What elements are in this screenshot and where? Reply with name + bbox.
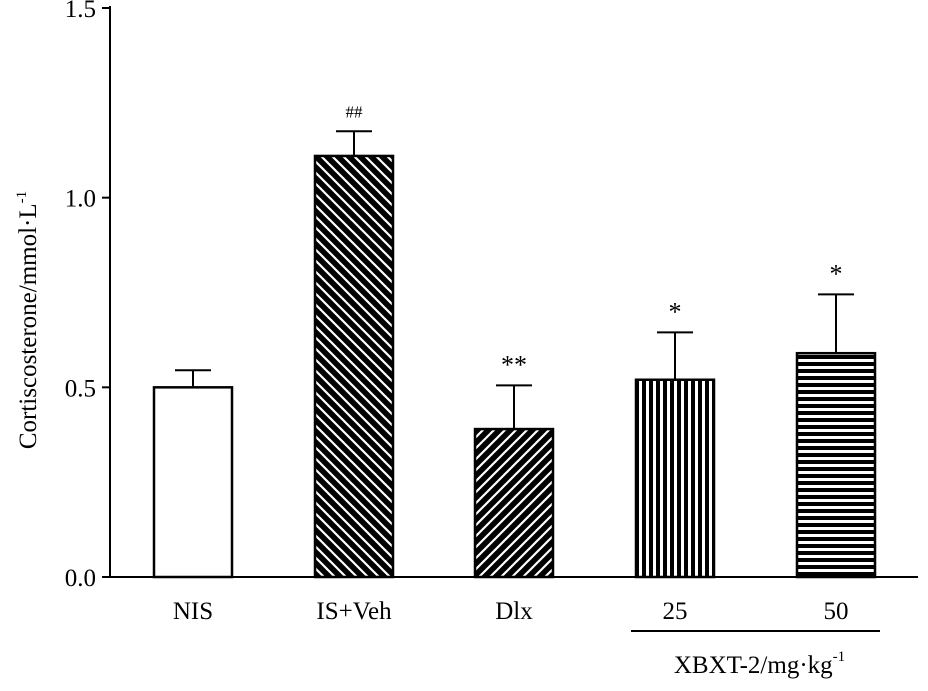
significance-label: ** <box>501 350 527 379</box>
y-axis-title-superscript: -1 <box>14 191 30 204</box>
y-tick-label: 0.5 <box>65 375 96 402</box>
bar-nis <box>152 386 234 579</box>
bar-is-veh <box>313 154 395 579</box>
bar-25 <box>634 378 716 579</box>
y-tick-label: 1.5 <box>65 0 96 23</box>
category-label: IS+Veh <box>316 598 392 625</box>
significance-label: * <box>669 297 682 326</box>
category-label: Dlx <box>495 598 533 625</box>
y-tick-label: 1.0 <box>65 186 96 213</box>
bars <box>152 130 877 579</box>
bar-50 <box>795 351 877 579</box>
significance-label: * <box>830 259 843 288</box>
labels: Cortiscosterone/mmol·L-1NIS##IS+Veh**Dlx… <box>14 102 880 679</box>
y-axis-title: Cortiscosterone/mmol·L-1 <box>14 191 42 449</box>
y-axis-title-text: Cortiscosterone/mmol·L <box>15 203 42 449</box>
y-tick-label: 0.0 <box>65 565 96 592</box>
category-label: NIS <box>173 598 213 625</box>
group-label: XBXT-2/mg·kg-1 <box>674 649 845 679</box>
category-label: 25 <box>663 598 688 625</box>
group-label-superscript: -1 <box>833 649 846 665</box>
bar-dlx <box>473 427 555 579</box>
axes: 0.0 0.5 1.0 1.5 <box>65 0 918 592</box>
significance-label: ## <box>346 102 364 121</box>
group-label-text: XBXT-2/mg·kg <box>674 652 833 679</box>
category-label: 50 <box>824 598 849 625</box>
